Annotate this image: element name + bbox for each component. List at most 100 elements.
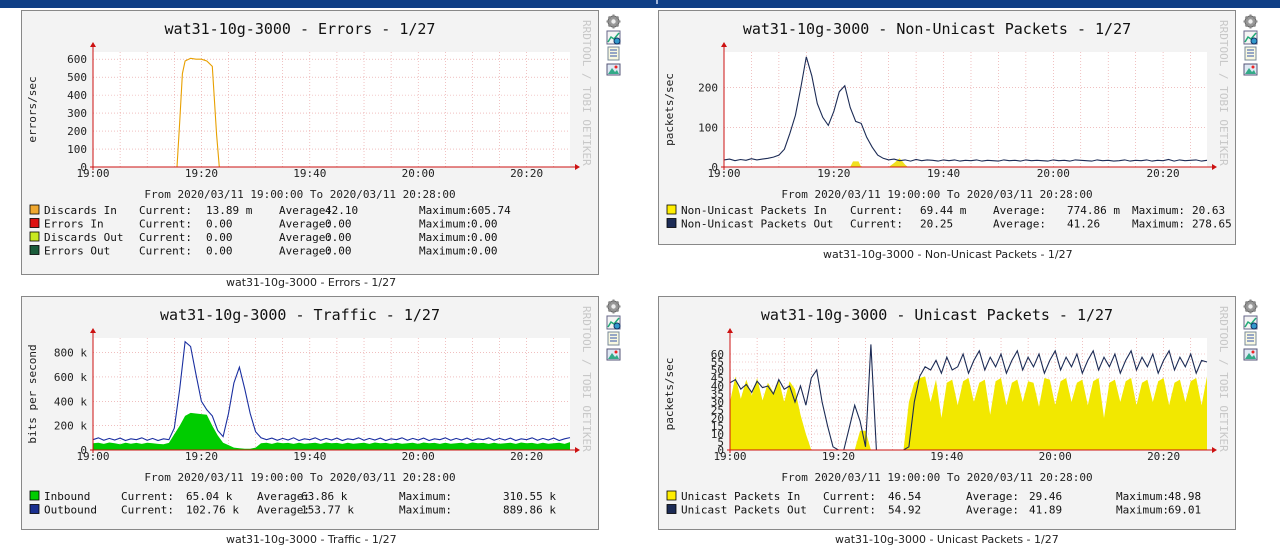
picture-icon[interactable] <box>606 62 621 77</box>
x-tick-label: 19:20 <box>822 450 855 463</box>
picture-icon[interactable] <box>1243 62 1258 77</box>
legend-maximum-label: Maximum: <box>1132 218 1185 231</box>
legend-swatch-discards-in <box>29 204 40 215</box>
x-tick-label: 19:00 <box>707 167 740 180</box>
legend-current-label: Current: <box>823 490 876 503</box>
legend-maximum-value: 0.00 <box>471 231 498 244</box>
x-tick-label: 20:20 <box>1147 450 1180 463</box>
x-tick-label: 20:00 <box>1037 167 1070 180</box>
legend-maximum-label: Maximum: <box>1132 204 1185 217</box>
gear-icon[interactable] <box>606 299 621 314</box>
plot-area <box>93 338 570 450</box>
legend-maximum-value: 48.98 <box>1168 490 1201 503</box>
legend-average-value: 41.89 <box>1029 504 1062 517</box>
list-icon[interactable] <box>1243 46 1258 61</box>
legend-average-value: 63.86 k <box>301 490 348 503</box>
x-tick-label: 19:40 <box>930 450 963 463</box>
legend-maximum-value: 278.65 <box>1192 218 1232 231</box>
traffic-chart-svg: 19:00 19:20 19:40 20:00 20:20 0 200 k 400 k 600 … <box>21 296 599 530</box>
y-tick-label: 400 k <box>54 395 87 408</box>
y-tick-label: 800 k <box>54 347 87 360</box>
gear-icon[interactable] <box>606 14 621 29</box>
gear-icon[interactable] <box>1243 299 1258 314</box>
x-tick-label: 19:40 <box>927 167 960 180</box>
picture-icon[interactable] <box>606 347 621 362</box>
legend-swatch-unicast-packets-in <box>666 490 677 501</box>
x-tick-label: 20:00 <box>402 450 435 463</box>
nonunicast-graph[interactable]: 19:00 19:20 19:40 20:00 20:20 0 100 200 wat31-10… <box>658 10 1236 245</box>
nonunicast-graph-actions <box>1243 14 1259 86</box>
chart-title: wat31-10g-3000 - Non-Unicast Packets - 1… <box>743 20 1131 38</box>
chart-subtitle: From 2020/03/11 19:00:00 To 2020/03/11 2… <box>781 188 1092 201</box>
legend-swatch-errors-out <box>29 245 40 255</box>
rrdtool-watermark: RRDTOOL / TOBI OETIKER <box>1217 306 1230 452</box>
unicast-graph[interactable]: 19:00 19:20 19:40 20:00 20:20 0 5 10 15 20 25 30 35 4… <box>658 296 1236 530</box>
legend-maximum-label: Maximum: <box>419 231 472 244</box>
series-area-unicast-packets-in <box>730 376 1207 450</box>
y-tick-label: 50 <box>711 364 724 377</box>
traffic-graph[interactable]: 19:00 19:20 19:40 20:00 20:20 0 200 k 400 k 600 … <box>21 296 599 530</box>
unicast-graph-caption: wat31-10g-3000 - Unicast Packets - 1/27 <box>835 533 1059 546</box>
y-axis-arrow <box>90 42 96 47</box>
legend-maximum-label: Maximum: <box>419 204 472 217</box>
legend-current-value: 46.54 <box>888 490 921 503</box>
graph-detail-icon[interactable] <box>606 30 621 45</box>
chart-title: wat31-10g-3000 - Traffic - 1/27 <box>160 306 440 324</box>
y-tick-label: 100 <box>67 143 87 156</box>
series-area-inbound <box>93 412 570 450</box>
legend-swatch-errors-in <box>29 218 40 228</box>
errors-graph-caption: wat31-10g-3000 - Errors - 1/27 <box>226 276 397 289</box>
y-tick-label: 40 <box>711 380 724 393</box>
y-axis-label: packets/sec <box>663 358 676 431</box>
legend-current-value: 65.04 k <box>186 490 233 503</box>
legend-average-value: 153.77 k <box>301 504 354 517</box>
legend-current-label: Current: <box>121 490 174 503</box>
plot-area <box>93 52 570 167</box>
legend-series-name: Non-Unicast Packets Out <box>681 218 833 231</box>
picture-icon[interactable] <box>1243 347 1258 362</box>
legend-maximum-label: Maximum: <box>419 245 472 258</box>
x-tick-label: 19:40 <box>293 167 326 180</box>
legend-current-value: 54.92 <box>888 504 921 517</box>
legend-current-value: 20.25 <box>920 218 953 231</box>
y-axis-arrow <box>727 328 733 333</box>
y-tick-label: 60 <box>711 348 724 361</box>
graph-detail-icon[interactable] <box>606 315 621 330</box>
errors-graph[interactable]: 19:00 19:20 19:40 20:00 20:20 0 100 200 300 400 50… <box>21 10 599 275</box>
y-axis-label: packets/sec <box>663 73 676 146</box>
y-axis-arrow <box>721 42 727 47</box>
legend-series-name: Errors Out <box>44 245 110 258</box>
unicast-graph-actions <box>1243 299 1259 371</box>
y-tick-label: 15 <box>711 420 724 433</box>
legend-current-label: Current: <box>139 218 192 231</box>
legend-current-value: 0.00 <box>206 231 233 244</box>
series-line-outbound <box>92 340 571 442</box>
list-icon[interactable] <box>606 46 621 61</box>
plot-area <box>724 52 1207 167</box>
graph-detail-icon[interactable] <box>1243 315 1258 330</box>
chart-subtitle: From 2020/03/11 19:00:00 To 2020/03/11 2… <box>144 471 455 484</box>
graph-detail-icon[interactable] <box>1243 30 1258 45</box>
legend-series-name: Non-Unicast Packets In <box>681 204 827 217</box>
list-icon[interactable] <box>606 331 621 346</box>
legend-maximum-value: 889.86 k <box>503 504 556 517</box>
legend-series-name: Unicast Packets Out <box>681 504 807 517</box>
legend-maximum-value: 20.63 <box>1192 204 1225 217</box>
legend-maximum-label: Maximum: <box>1116 490 1169 503</box>
legend-average-label: Average: <box>279 204 332 217</box>
y-tick-label: 20 <box>711 412 724 425</box>
legend-swatch-discards-out <box>29 231 40 242</box>
legend-current-value: 0.00 <box>206 245 233 258</box>
legend-maximum-label: Maximum: <box>419 218 472 231</box>
legend-current-value: 13.89 m <box>206 204 253 217</box>
y-tick-label: 500 <box>67 71 87 84</box>
x-axis-arrow <box>575 164 580 170</box>
y-tick-label: 200 <box>67 125 87 138</box>
list-icon[interactable] <box>1243 331 1258 346</box>
traffic-graph-actions <box>606 299 622 371</box>
top-header-bar <box>0 0 1280 8</box>
y-tick-label: 600 <box>67 53 87 66</box>
y-tick-label: 55 <box>711 356 724 369</box>
gear-icon[interactable] <box>1243 14 1258 29</box>
chart-title: wat31-10g-3000 - Errors - 1/27 <box>165 20 436 38</box>
